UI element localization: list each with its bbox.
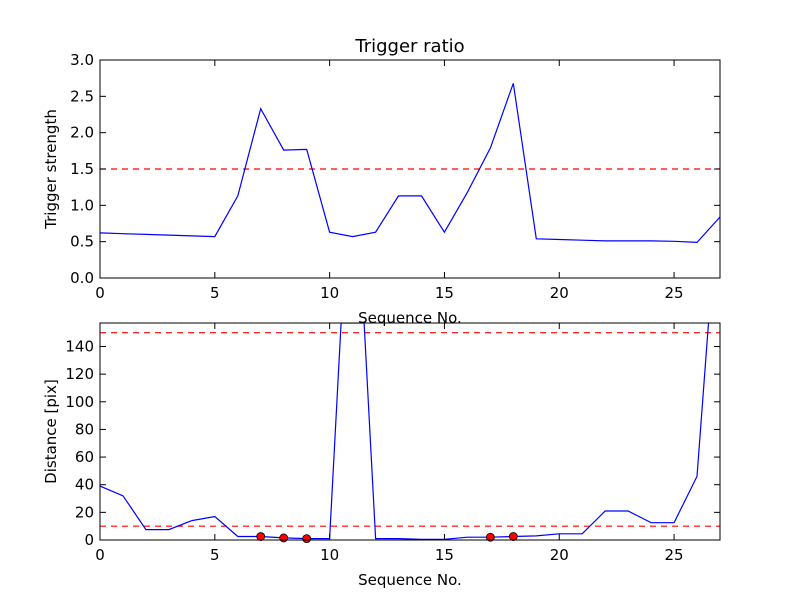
x-tick-label: 25 <box>665 546 684 564</box>
y-tick-label: 0.5 <box>70 233 94 251</box>
x-tick-label: 10 <box>320 284 339 302</box>
y-tick-label: 1.0 <box>70 196 94 214</box>
x-tick-label: 15 <box>435 284 454 302</box>
y-tick-label: 140 <box>65 337 94 355</box>
series-line <box>100 323 710 540</box>
y-tick-label: 120 <box>65 365 94 383</box>
x-tick-label: 10 <box>320 546 339 564</box>
y-tick-label: 60 <box>75 448 94 466</box>
y-tick-label: 20 <box>75 503 94 521</box>
data-point-marker <box>256 532 266 541</box>
data-point-marker <box>279 533 289 543</box>
y-tick-label: 40 <box>75 476 94 494</box>
x-tick-label: 0 <box>95 546 105 564</box>
y-tick-label: 3.0 <box>70 51 94 69</box>
x-axis-label: Sequence No. <box>358 309 462 327</box>
plot-area <box>100 83 720 244</box>
data-point-marker <box>508 532 518 541</box>
x-tick-label: 0 <box>95 284 105 302</box>
y-tick-label: 0.0 <box>70 269 94 287</box>
x-tick-label: 15 <box>435 546 454 564</box>
series-line <box>100 83 720 244</box>
x-tick-label: 5 <box>210 284 220 302</box>
axes-frame <box>99 322 721 541</box>
y-tick-label: 80 <box>75 420 94 438</box>
y-tick-label: 2.5 <box>70 87 94 105</box>
y-tick-label: 0 <box>84 531 94 549</box>
y-tick-label: 100 <box>65 393 94 411</box>
y-tick-label: 1.5 <box>70 160 94 178</box>
y-axis-label: Distance [pix] <box>42 379 60 484</box>
data-point-marker <box>302 534 312 544</box>
y-tick-label: 2.0 <box>70 124 94 142</box>
y-axis-label: Trigger strength <box>42 109 60 230</box>
x-tick-label: 25 <box>665 284 684 302</box>
distance-chart: 0 5 10 15 20 25 0 20 40 60 80 100 120 140 Sequence No.… <box>42 322 721 589</box>
data-point-marker <box>485 532 495 542</box>
trigger-ratio-chart: 0 5 10 15 20 25 0.0 0.5 1.0 1.5 2.0 2.5 3.0 Trigger r… <box>42 36 721 327</box>
x-tick-label: 20 <box>550 546 569 564</box>
x-tick-label: 5 <box>210 546 220 564</box>
plot-area <box>100 323 720 540</box>
x-axis-label: Sequence No. <box>358 571 462 589</box>
x-tick-label: 20 <box>550 284 569 302</box>
chart-title: Trigger ratio <box>354 36 464 57</box>
